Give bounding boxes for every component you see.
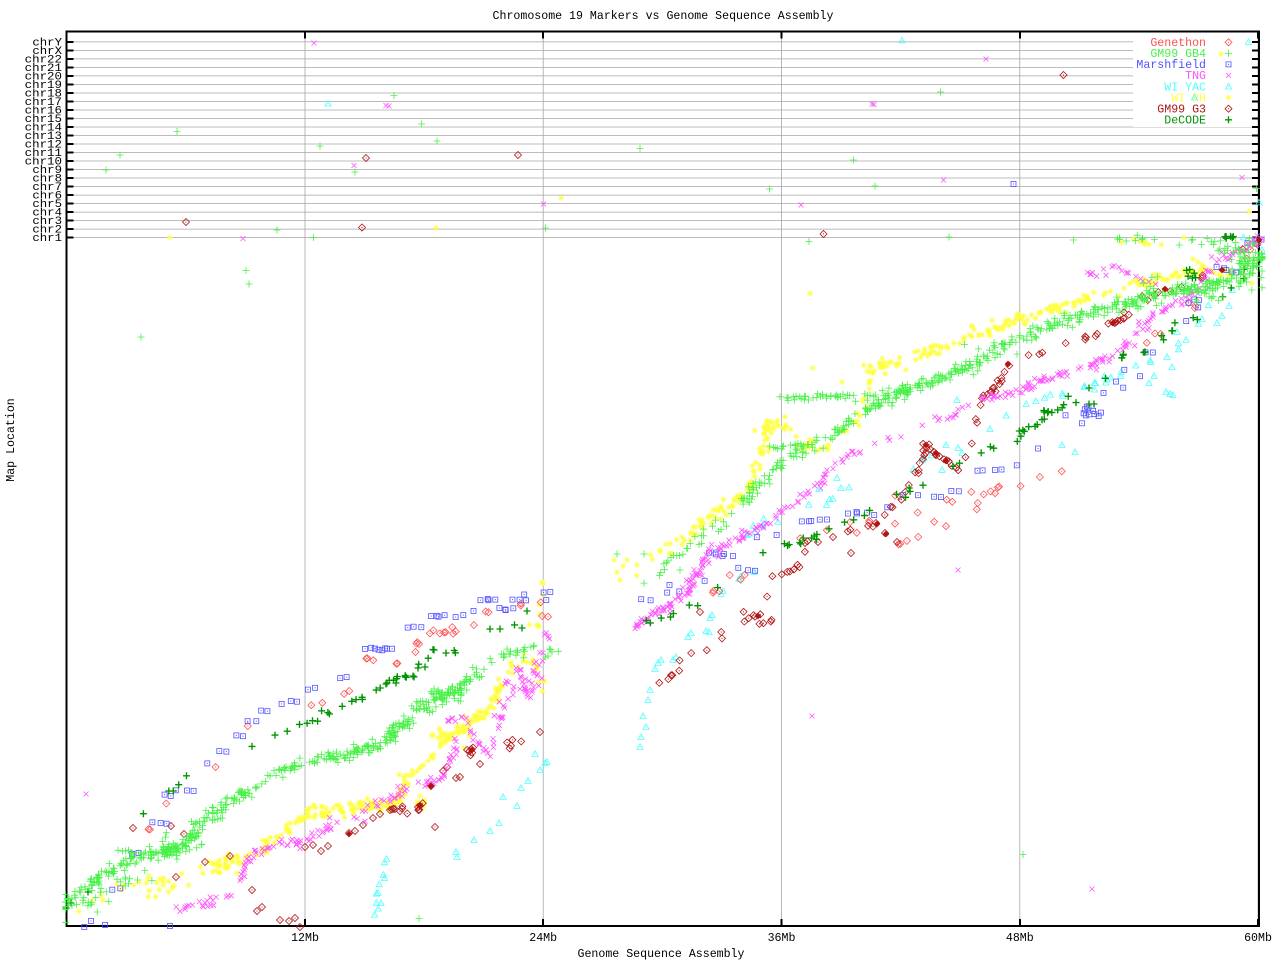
svg-text:chr15: chr15 — [25, 114, 62, 126]
svg-text:chr1: chr1 — [32, 233, 62, 245]
svg-text:Genethon: Genethon — [1150, 37, 1206, 50]
svg-text:GM99 GB4: GM99 GB4 — [1150, 48, 1206, 61]
svg-text:chr16: chr16 — [25, 105, 62, 117]
svg-text:chr21: chr21 — [25, 63, 62, 75]
svg-text:chrY: chrY — [32, 37, 62, 49]
svg-text:chr8: chr8 — [32, 173, 62, 185]
svg-text:chrX: chrX — [32, 46, 62, 58]
svg-text:chr3: chr3 — [32, 216, 62, 228]
svg-text:WI RH: WI RH — [1171, 92, 1206, 105]
svg-text:DeCODE: DeCODE — [1164, 115, 1206, 128]
svg-text:36Mb: 36Mb — [768, 932, 796, 945]
svg-text:chr14: chr14 — [25, 122, 62, 134]
svg-text:chr12: chr12 — [25, 139, 62, 151]
svg-text:chr13: chr13 — [25, 131, 62, 143]
svg-text:24Mb: 24Mb — [529, 932, 557, 945]
svg-text:chr4: chr4 — [32, 208, 62, 220]
svg-text:chr11: chr11 — [25, 148, 62, 160]
svg-text:chr9: chr9 — [32, 165, 62, 177]
svg-text:TNG: TNG — [1185, 70, 1206, 83]
svg-text:chr5: chr5 — [32, 199, 62, 211]
svg-text:chr7: chr7 — [32, 182, 62, 194]
svg-text:Marshfield: Marshfield — [1136, 59, 1206, 72]
svg-text:12Mb: 12Mb — [291, 932, 319, 945]
svg-text:GM99 G3: GM99 G3 — [1157, 103, 1206, 116]
svg-text:chr17: chr17 — [25, 97, 62, 109]
svg-text:chr20: chr20 — [25, 71, 62, 83]
svg-text:chr19: chr19 — [25, 80, 62, 92]
svg-text:chr6: chr6 — [32, 191, 62, 203]
svg-text:chr18: chr18 — [25, 88, 62, 100]
svg-text:Chromosome 19 Markers vs Genom: Chromosome 19 Markers vs Genome Sequence… — [493, 10, 834, 23]
svg-text:Genome Sequence Assembly: Genome Sequence Assembly — [578, 948, 745, 960]
svg-text:chr22: chr22 — [25, 54, 62, 66]
svg-text:WI YAC: WI YAC — [1164, 81, 1206, 94]
svg-text:48Mb: 48Mb — [1006, 932, 1034, 945]
svg-text:60Mb: 60Mb — [1244, 932, 1272, 945]
svg-text:Map Location: Map Location — [5, 398, 18, 482]
svg-text:chr2: chr2 — [32, 225, 62, 237]
svg-text:chr10: chr10 — [25, 156, 62, 168]
